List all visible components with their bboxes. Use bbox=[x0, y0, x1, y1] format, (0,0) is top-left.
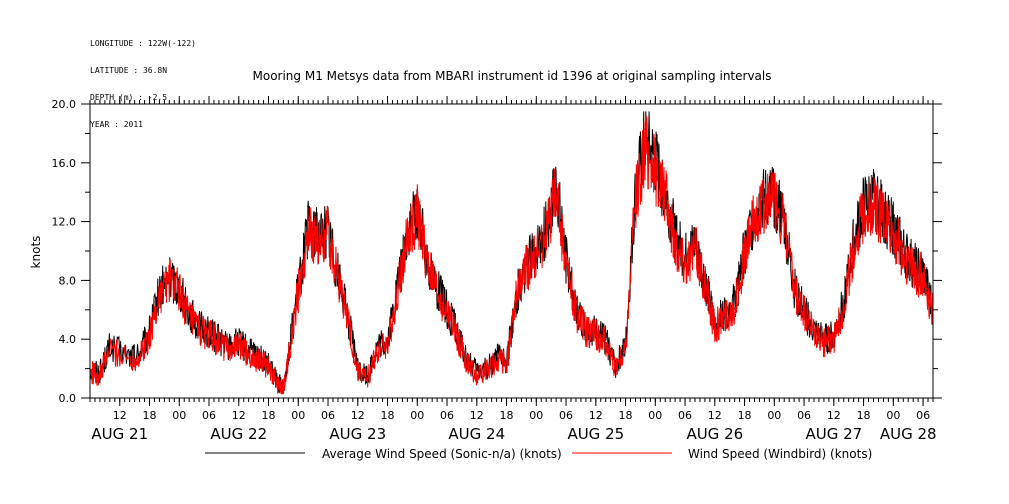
x-tick-label: 18 bbox=[143, 409, 157, 422]
chart-title: Mooring M1 Metsys data from MBARI instru… bbox=[253, 69, 772, 83]
x-tick-label: 06 bbox=[916, 409, 930, 422]
x-tick-label: 00 bbox=[172, 409, 186, 422]
series-line-windbird bbox=[89, 116, 934, 395]
longitude-label: LONGITUDE : 122W(-122) bbox=[90, 39, 196, 48]
x-tick-label: 18 bbox=[738, 409, 752, 422]
x-tick-label: 00 bbox=[886, 409, 900, 422]
legend: Average Wind Speed (Sonic-n/a) (knots) W… bbox=[205, 447, 872, 461]
x-day-label: AUG 27 bbox=[805, 425, 862, 443]
x-tick-label: 06 bbox=[678, 409, 692, 422]
year-label: YEAR : 2011 bbox=[90, 120, 143, 129]
x-day-label: AUG 26 bbox=[686, 425, 743, 443]
x-day-label: AUG 24 bbox=[448, 425, 505, 443]
x-day-label: AUG 28 bbox=[880, 425, 937, 443]
x-tick-label: 18 bbox=[619, 409, 633, 422]
x-tick-label: 06 bbox=[440, 409, 454, 422]
x-day-label: AUG 21 bbox=[91, 425, 148, 443]
x-day-label: AUG 25 bbox=[567, 425, 624, 443]
x-tick-label: 12 bbox=[351, 409, 365, 422]
legend-label-average: Average Wind Speed (Sonic-n/a) (knots) bbox=[322, 447, 562, 461]
x-tick-label: 06 bbox=[797, 409, 811, 422]
x-tick-label: 18 bbox=[500, 409, 514, 422]
latitude-label: LATITUDE : 36.8N bbox=[90, 66, 168, 75]
x-tick-label: 12 bbox=[708, 409, 722, 422]
x-tick-label: 18 bbox=[857, 409, 871, 422]
x-day-label: AUG 23 bbox=[329, 425, 386, 443]
x-day-label: AUG 22 bbox=[210, 425, 267, 443]
y-tick-label: 4.0 bbox=[59, 333, 77, 346]
depth-label: DEPTH (m) : -2.5 bbox=[90, 93, 168, 102]
metadata-block: LONGITUDE : 122W(-122) LATITUDE : 36.8N … bbox=[90, 21, 196, 138]
x-tick-label: 18 bbox=[262, 409, 276, 422]
y-axis-label: knots bbox=[29, 236, 43, 269]
x-tick-label: 00 bbox=[529, 409, 543, 422]
y-tick-label: 0.0 bbox=[59, 392, 77, 405]
y-tick-label: 12.0 bbox=[52, 216, 77, 229]
x-tick-label: 06 bbox=[321, 409, 335, 422]
x-tick-label: 00 bbox=[410, 409, 424, 422]
y-tick-label: 20.0 bbox=[52, 98, 77, 111]
x-tick-label: 00 bbox=[291, 409, 305, 422]
legend-label-windbird: Wind Speed (Windbird) (knots) bbox=[688, 447, 872, 461]
y-tick-label: 8.0 bbox=[59, 274, 77, 287]
y-tick-label: 16.0 bbox=[52, 157, 77, 170]
x-tick-label: 18 bbox=[381, 409, 395, 422]
x-tick-label: 00 bbox=[648, 409, 662, 422]
x-tick-label: 12 bbox=[827, 409, 841, 422]
x-tick-label: 12 bbox=[589, 409, 603, 422]
x-tick-label: 12 bbox=[470, 409, 484, 422]
x-tick-label: 12 bbox=[232, 409, 246, 422]
x-tick-label: 06 bbox=[559, 409, 573, 422]
plot-frame bbox=[89, 103, 934, 399]
x-tick-label: 12 bbox=[113, 409, 127, 422]
x-tick-label: 00 bbox=[767, 409, 781, 422]
x-tick-label: 06 bbox=[202, 409, 216, 422]
